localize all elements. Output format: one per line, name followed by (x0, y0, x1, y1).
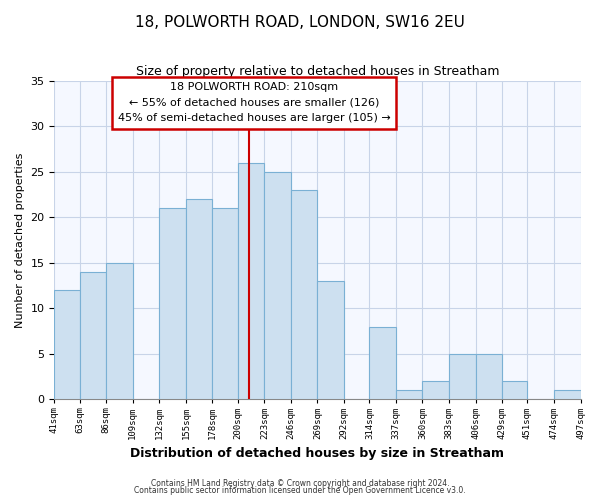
Bar (476, 354, 502, 400)
Bar (502, 381, 527, 400)
Bar (106, 263, 133, 400)
Bar (422, 381, 449, 400)
Bar (186, 199, 212, 400)
Text: Contains public sector information licensed under the Open Government Licence v3: Contains public sector information licen… (134, 486, 466, 495)
Text: Contains HM Land Registry data © Crown copyright and database right 2024.: Contains HM Land Registry data © Crown c… (151, 478, 449, 488)
Bar (291, 190, 317, 400)
Bar (160, 208, 186, 400)
Y-axis label: Number of detached properties: Number of detached properties (15, 152, 25, 328)
Bar (554, 390, 581, 400)
Bar (317, 281, 344, 400)
Bar (80, 272, 106, 400)
Bar (238, 162, 265, 400)
Bar (449, 354, 476, 400)
Bar (212, 208, 238, 400)
Text: 18 POLWORTH ROAD: 210sqm
← 55% of detached houses are smaller (126)
45% of semi-: 18 POLWORTH ROAD: 210sqm ← 55% of detach… (118, 82, 391, 124)
Bar (265, 172, 291, 400)
Title: Size of property relative to detached houses in Streatham: Size of property relative to detached ho… (136, 65, 499, 78)
X-axis label: Distribution of detached houses by size in Streatham: Distribution of detached houses by size … (130, 447, 505, 460)
Bar (55, 290, 80, 400)
Text: 18, POLWORTH ROAD, LONDON, SW16 2EU: 18, POLWORTH ROAD, LONDON, SW16 2EU (135, 15, 465, 30)
Bar (370, 326, 396, 400)
Bar (396, 390, 422, 400)
